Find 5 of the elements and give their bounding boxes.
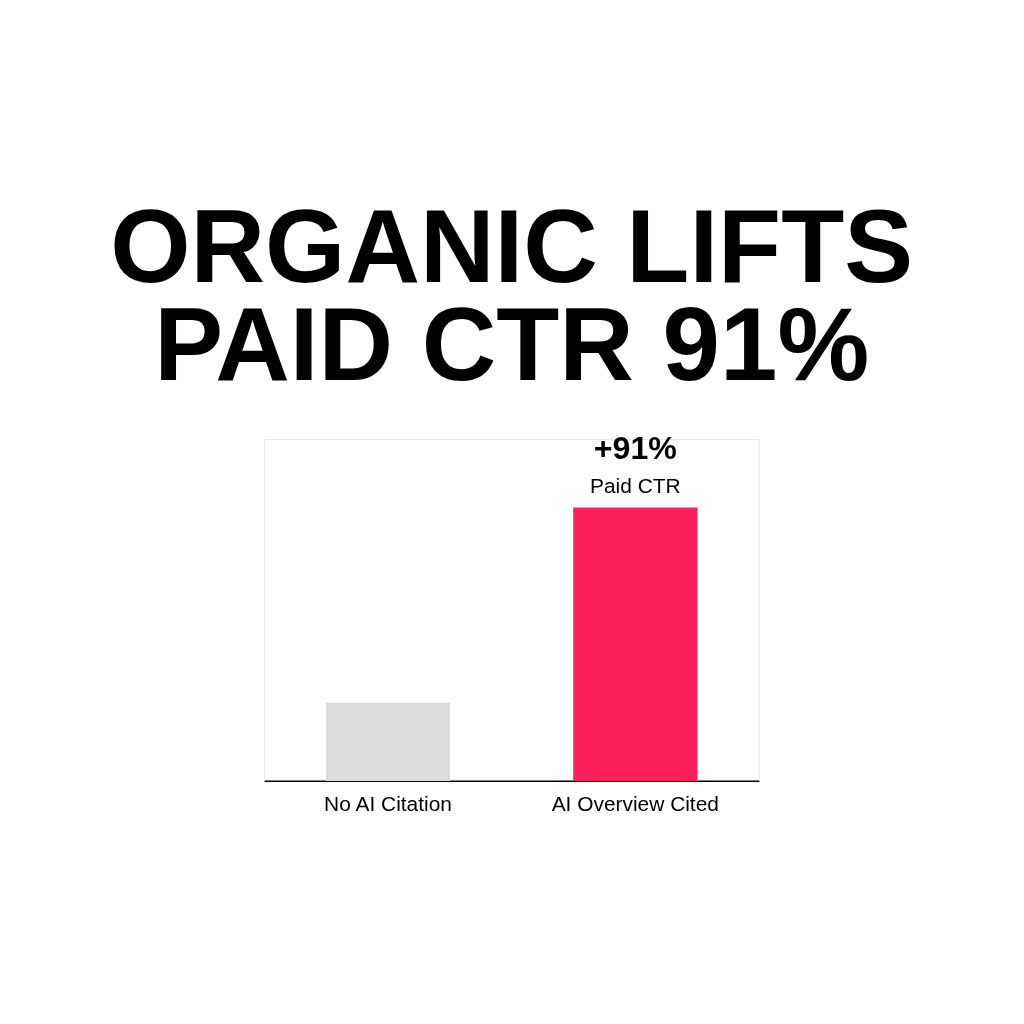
x-tick-label: AI Overview Cited: [551, 791, 719, 815]
x-tick-label: No AI Citation: [324, 791, 452, 815]
annotation: +91%: [593, 429, 677, 466]
annotation: Paid CTR: [589, 473, 681, 497]
chart-title: ORGANIC LIFTS PAID CTR 91%: [110, 189, 914, 402]
